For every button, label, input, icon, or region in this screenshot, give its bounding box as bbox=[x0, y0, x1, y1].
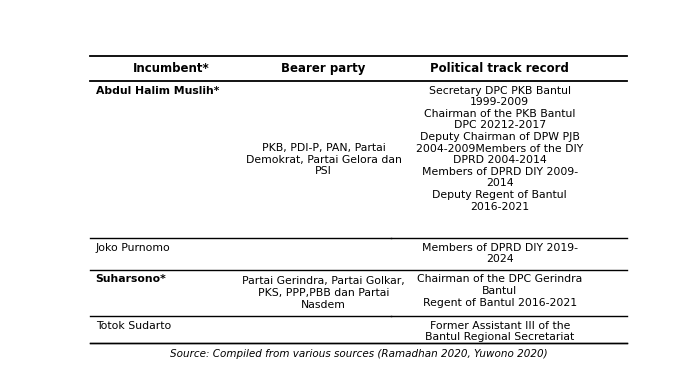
Text: Chairman of the DPC Gerindra
Bantul
Regent of Bantul 2016-2021: Chairman of the DPC Gerindra Bantul Rege… bbox=[417, 274, 582, 308]
Text: Political track record: Political track record bbox=[430, 62, 569, 75]
Text: PKB, PDI-P, PAN, Partai
Demokrat, Partai Gelora dan
PSI: PKB, PDI-P, PAN, Partai Demokrat, Partai… bbox=[246, 143, 401, 176]
Text: Partai Gerindra, Partai Golkar,
PKS, PPP,PBB dan Partai
Nasdem: Partai Gerindra, Partai Golkar, PKS, PPP… bbox=[242, 277, 405, 310]
Text: Incumbent*: Incumbent* bbox=[133, 62, 210, 75]
Text: Bearer party: Bearer party bbox=[281, 62, 365, 75]
Text: Suharsono*: Suharsono* bbox=[96, 274, 167, 284]
Text: Former Assistant III of the
Bantul Regional Secretariat: Former Assistant III of the Bantul Regio… bbox=[425, 321, 575, 342]
Text: Members of DPRD DIY 2019-
2024: Members of DPRD DIY 2019- 2024 bbox=[422, 243, 578, 265]
Text: Joko Purnomo: Joko Purnomo bbox=[96, 243, 170, 253]
Text: Abdul Halim Muslih*: Abdul Halim Muslih* bbox=[96, 86, 219, 96]
Text: Source: Compiled from various sources (Ramadhan 2020, Yuwono 2020): Source: Compiled from various sources (R… bbox=[170, 349, 547, 359]
Text: Secretary DPC PKB Bantul
1999-2009
Chairman of the PKB Bantul
DPC 20212-2017
Dep: Secretary DPC PKB Bantul 1999-2009 Chair… bbox=[416, 86, 583, 212]
Text: Totok Sudarto: Totok Sudarto bbox=[96, 321, 171, 331]
